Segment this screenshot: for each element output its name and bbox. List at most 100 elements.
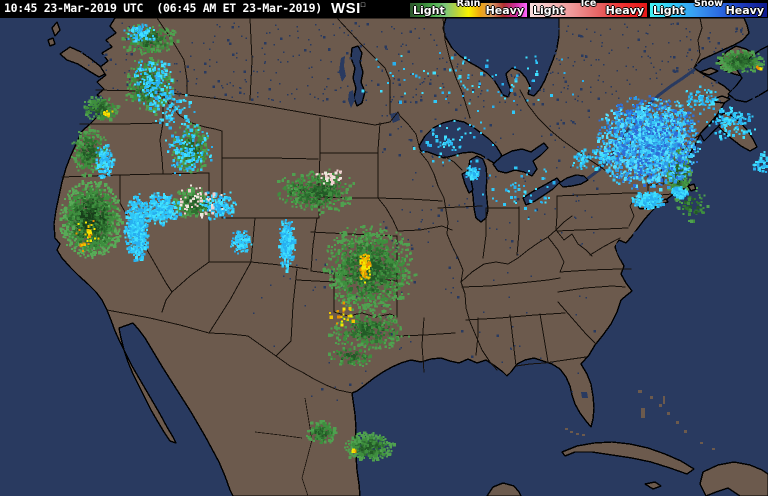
radar-region-newfoundland-yellow [755, 65, 763, 71]
border-ky-tn [461, 277, 561, 288]
ice-legend-title: Ice [580, 0, 597, 9]
radar-region-gulf-of-maine-rain-dots [674, 187, 710, 223]
border-wv [555, 229, 593, 257]
border-rio-grande [247, 335, 353, 394]
snow-legend-title: Snow [694, 0, 723, 9]
border-wy-sd-ne-east [318, 152, 321, 219]
border-il-in [482, 207, 487, 259]
border-in-oh [516, 206, 520, 256]
radar-region-sierra-snow [123, 192, 151, 263]
legend-snow: Snow Light Heavy [650, 0, 767, 18]
florida-keys [565, 428, 585, 436]
border-md-pa [556, 227, 629, 232]
border-potomac [589, 237, 621, 256]
border-ca-nv [119, 174, 173, 313]
legend-rain: Rain Light Heavy [410, 0, 527, 18]
border-mexico-states-1 [301, 397, 313, 496]
hispaniola [699, 461, 768, 496]
cape-cod-hook [687, 183, 697, 192]
border-nv-az [171, 261, 210, 293]
precip-legend: Rain Light Heavy Ice Light Heavy Snow Li… [410, 0, 767, 18]
snow-light-label: Light [653, 4, 685, 17]
snow-gradient-bar [650, 3, 767, 17]
chesapeake-bay [616, 241, 623, 260]
radar-region-northeast-snow-main [595, 95, 703, 192]
map-svg[interactable] [0, 18, 768, 496]
radar-region-utah-ice-specks [179, 184, 224, 219]
lake-of-the-woods [390, 112, 400, 123]
lake-winnipegosis [339, 56, 346, 82]
radar-region-ca-yellow-flecks [75, 219, 100, 252]
radar-region-newfoundland-rain [715, 49, 766, 73]
border-nm-tx [275, 268, 298, 357]
border-ky-va [547, 236, 565, 273]
timestamp-text: 10:45 23-Mar-2019 UTC (06:45 AM ET 23-Ma… [4, 1, 322, 15]
ice-light-label: Light [533, 4, 565, 17]
border-mn-west [377, 122, 381, 199]
border-mt-wy [221, 157, 319, 160]
wsi-logo: WSI□ [331, 0, 366, 17]
radar-region-capecod-snow [671, 186, 689, 200]
border-qc-nl [693, 18, 703, 69]
lake-huron [492, 142, 549, 177]
border-va-nc [559, 268, 632, 273]
border-ks-ne [310, 231, 398, 237]
border-nc-sc [557, 285, 626, 293]
vancouver-island [59, 46, 106, 78]
border-tx-la [421, 317, 425, 373]
radar-region-olympic-rain [83, 96, 121, 122]
radar-region-ut-co-snow [230, 230, 253, 255]
border-bc-ab [156, 18, 188, 96]
snow-heavy-label: Heavy [725, 4, 764, 17]
radar-region-novascotia-snow-specks [706, 106, 757, 141]
border-az-nm [208, 261, 252, 334]
radar-map[interactable] [0, 18, 768, 496]
cuba [561, 441, 695, 475]
border-ms-al [509, 314, 517, 367]
border-co-east [310, 217, 318, 272]
radar-region-wa-cascades-snow [133, 60, 174, 107]
radar-region-ontario-snow-specks [572, 148, 610, 172]
radar-region-ok-tx-rain [328, 313, 410, 350]
small-lakes-speckle-layer [81, 22, 762, 402]
delaware-bay [633, 230, 640, 238]
border-red-river-ok-tx [333, 311, 398, 318]
radar-region-or-cascades-snow [95, 144, 116, 180]
radar-region-or-coast-rain [70, 126, 108, 178]
border-ar-la [396, 332, 456, 337]
north-america-landmass [47, 18, 768, 496]
radar-region-norcal-rain-dense [59, 180, 125, 259]
border-mn-ia [377, 197, 443, 202]
lake-okeechobee [581, 392, 588, 398]
border-ga-sc [557, 301, 597, 345]
lake-manitoba [348, 90, 355, 108]
border-mississippi-river [419, 151, 498, 371]
gulf-of-st-lawrence [727, 45, 768, 103]
border-pa-ny [556, 192, 641, 197]
border-ut-co [250, 217, 256, 263]
radar-region-longisland-snow-bright [631, 191, 666, 211]
rain-gradient-bar [410, 3, 527, 17]
radar-region-newbrunswick-snow [685, 85, 719, 115]
border-tn-south [465, 312, 566, 321]
border-ab-sk [249, 18, 253, 101]
wsi-degree-mark: □ [360, 2, 366, 9]
border-oh-pa [555, 195, 558, 231]
radar-region-sd-ice-specks [315, 169, 343, 186]
radar-region-idaho-snow-specks [164, 123, 213, 177]
jamaica [644, 481, 662, 490]
radar-region-canada-snow-dots [361, 51, 585, 114]
border-fl-al [515, 362, 546, 367]
border-wa-or [79, 122, 164, 125]
header-bar: 10:45 23-Mar-2019 UTC (06:45 AM ET 23-Ma… [0, 0, 768, 18]
lake-ontario [558, 174, 589, 188]
haida-gwaii-islands [47, 21, 61, 47]
border-ohio-river [460, 215, 573, 283]
radar-region-wa-id-border-snow [148, 90, 196, 130]
border-mexico-states-2 [254, 431, 303, 439]
radar-region-minnesota-snow-dots [412, 120, 495, 164]
prince-edward-island [712, 95, 731, 104]
radar-region-co-frontrange-snow [277, 219, 297, 273]
border-on-qc [519, 89, 611, 175]
bahamas-islands [638, 390, 715, 450]
